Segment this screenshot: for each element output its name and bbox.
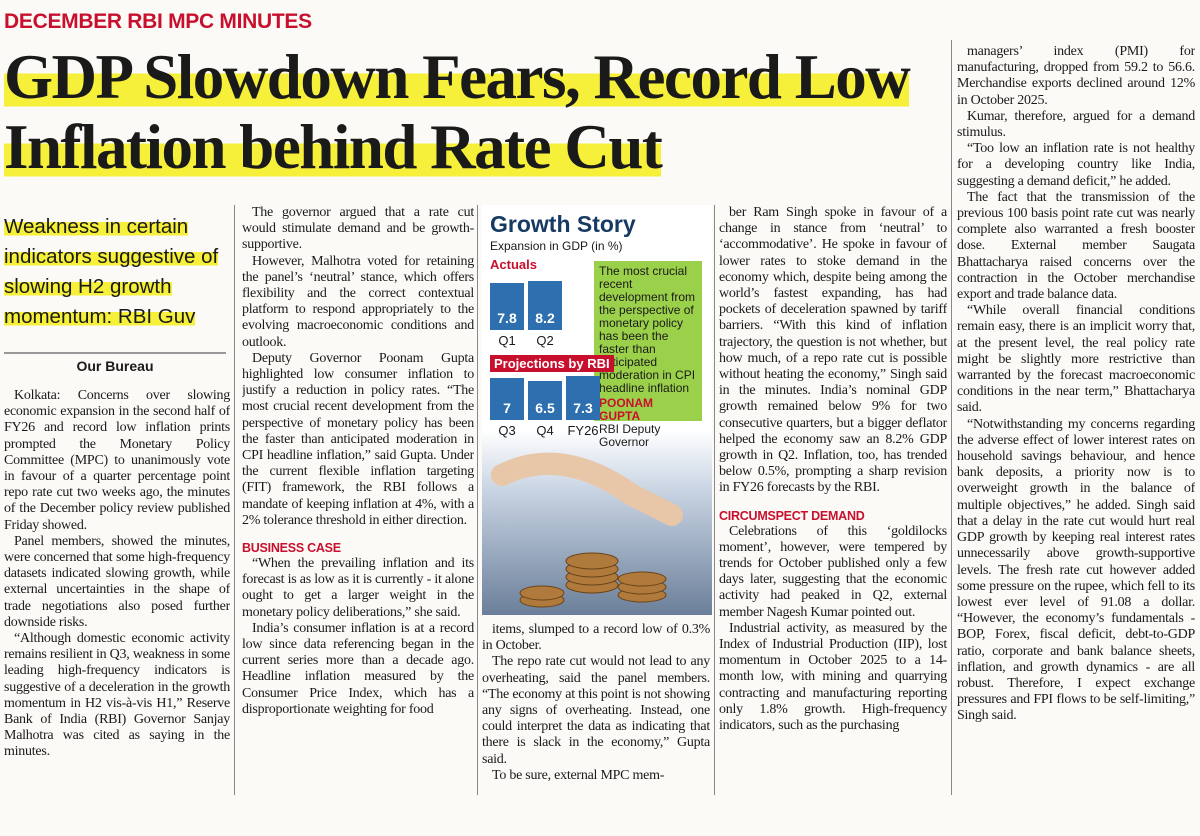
- quote: The most crucial recent development from…: [599, 264, 696, 395]
- column-rule: [477, 205, 478, 795]
- paragraph: Industrial activity, as measured by the …: [719, 620, 947, 734]
- bar: [528, 381, 562, 420]
- text-column: items, slumped to a record low of 0.3% i…: [482, 622, 710, 793]
- headline-text: GDP Slowdown Fears, Record Low Inflation…: [4, 42, 911, 182]
- deck: Weakness in certain indicators suggestiv…: [4, 212, 226, 332]
- quote-name: POONAM GUPTA: [599, 396, 653, 423]
- paragraph: “Too low an inflation rate is not health…: [957, 141, 1195, 189]
- quote-box: The most crucial recent development from…: [594, 261, 702, 449]
- paragraph: The governor argued that a rate cut woul…: [242, 205, 474, 253]
- bar: [528, 280, 562, 330]
- paragraph: India’s consumer inflation is at a recor…: [242, 620, 474, 717]
- column-rule: [951, 40, 952, 795]
- paragraph: However, Malhotra voted for retaining th…: [242, 253, 474, 350]
- bar-value-label: 7.3: [573, 400, 593, 416]
- text-column: The governor argued that a rate cut woul…: [242, 205, 474, 793]
- text-column: ber Ram Singh spoke in favour of a chang…: [719, 205, 947, 793]
- column-rule: [714, 205, 715, 795]
- bar-value-label: 7.8: [497, 310, 517, 326]
- bar-value-label: 6.5: [535, 400, 555, 416]
- bar-category-label: FY26: [567, 423, 599, 438]
- subhead: BUSINESS CASE: [242, 541, 341, 556]
- text-column: Kolkata: Concerns over slowing economic …: [4, 388, 230, 793]
- group-label: Actuals: [490, 257, 537, 272]
- bar: [566, 376, 600, 420]
- paragraph: Kumar, therefore, argued for a demand st…: [957, 108, 1195, 141]
- paragraph: “When the prevailing inflation and its f…: [242, 556, 474, 620]
- quote-role: RBI Deputy Governor: [599, 422, 661, 449]
- paragraph: ber Ram Singh spoke in favour of a chang…: [719, 205, 947, 496]
- coins-illustration: [491, 452, 683, 608]
- byline: Our Bureau: [4, 352, 226, 374]
- paragraph: Celebrations of this ‘goldilocks moment’…: [719, 523, 947, 620]
- deck-text: Weakness in certain indicators suggestiv…: [4, 215, 219, 328]
- bar-category-label: Q3: [498, 423, 516, 438]
- headline: GDP Slowdown Fears, Record Low Inflation…: [4, 42, 949, 182]
- paragraph: Deputy Governor Poonam Gupta highlighted…: [242, 350, 474, 528]
- paragraph: “Although domestic economic activity rem…: [4, 631, 230, 760]
- bar: [490, 378, 524, 420]
- bar-value-label: 7: [503, 400, 511, 416]
- bar-category-label: Q4: [536, 423, 554, 438]
- paragraph: The repo rate cut would not lead to any …: [482, 654, 710, 767]
- paragraph: items, slumped to a record low of 0.3% i…: [482, 622, 710, 654]
- paragraph: Panel members, showed the minutes, were …: [4, 533, 230, 630]
- group-label: Projections by RBI: [490, 355, 614, 372]
- paragraph: Kolkata: Concerns over slowing economic …: [4, 388, 230, 533]
- bar-category-label: Q2: [536, 333, 554, 348]
- paragraph: managers’ index (PMI) for manufacturing,…: [957, 44, 1195, 108]
- bar-value-label: 8.2: [535, 310, 555, 326]
- subhead: CIRCUMSPECT DEMAND: [719, 508, 865, 523]
- paragraph: “Notwithstanding my concerns regarding t…: [957, 416, 1195, 724]
- paragraph: To be sure, external MPC mem-: [492, 767, 665, 783]
- kicker: DECEMBER RBI MPC MINUTES: [4, 10, 312, 33]
- paragraph: “While overall financial conditions rema…: [957, 303, 1195, 416]
- bar-category-label: Q1: [498, 333, 516, 348]
- column-rule: [234, 205, 235, 795]
- paragraph: The fact that the transmission of the pr…: [957, 189, 1195, 303]
- infographic: Growth Story Expansion in GDP (in %) The…: [482, 205, 712, 615]
- bar: [490, 283, 524, 330]
- infographic-title: Growth Story: [490, 211, 636, 237]
- infographic-subtitle: Expansion in GDP (in %): [490, 239, 623, 253]
- text-column: managers’ index (PMI) for manufacturing,…: [957, 44, 1195, 793]
